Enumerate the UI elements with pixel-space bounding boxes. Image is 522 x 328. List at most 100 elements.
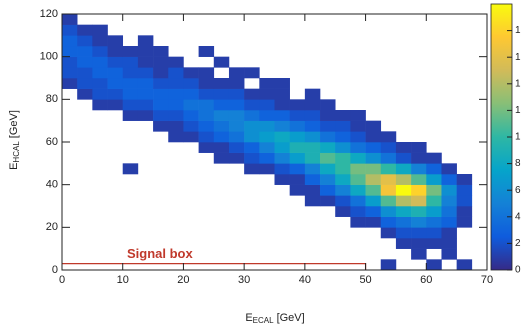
heatmap-cell xyxy=(350,163,366,175)
heatmap-cell xyxy=(320,99,336,111)
heatmap-cell xyxy=(456,259,473,271)
heatmap-cell xyxy=(107,78,124,89)
heatmap-cell xyxy=(395,184,412,196)
heatmap-cell xyxy=(380,206,397,217)
heatmap-cell xyxy=(228,78,245,89)
heatmap-cell xyxy=(168,131,184,143)
heatmap-cell xyxy=(274,78,290,89)
heatmap-cell xyxy=(122,56,139,68)
y-axis-title: EHCAL [GeV] xyxy=(8,110,21,170)
heatmap-cell xyxy=(365,152,382,164)
heatmap-cell xyxy=(228,142,245,153)
colorbar-tick-label: 1 xyxy=(515,105,521,116)
y-tick-label: 20 xyxy=(46,221,58,233)
heatmap-cell xyxy=(244,142,260,153)
heatmap-cell xyxy=(244,163,260,175)
heatmap-cell xyxy=(456,206,473,217)
heatmap-cell xyxy=(259,163,275,175)
heatmap-cell xyxy=(228,88,245,100)
heatmap-cell xyxy=(304,174,321,185)
heatmap-cell xyxy=(426,238,442,249)
heatmap-cell xyxy=(168,120,184,132)
heatmap-cell xyxy=(335,120,351,132)
heatmap-cell xyxy=(183,88,199,100)
heatmap-cell xyxy=(259,152,275,164)
heatmap-cell xyxy=(426,174,442,185)
colorbar-tick-label: 1 xyxy=(515,52,521,63)
heatmap-cell xyxy=(62,14,78,25)
heatmap-cell xyxy=(335,195,351,207)
heatmap-cell xyxy=(335,174,351,185)
heatmap-cell xyxy=(411,227,427,239)
heatmap-cell xyxy=(228,131,245,143)
heatmap-cell xyxy=(426,216,442,228)
y-tick-label: 60 xyxy=(46,136,58,148)
heatmap-cell xyxy=(198,78,215,89)
y-tick-label: 100 xyxy=(40,51,58,63)
heatmap-cell xyxy=(122,46,139,57)
heatmap-cell xyxy=(365,195,382,207)
heatmap-cell xyxy=(335,131,351,143)
heatmap-cell xyxy=(350,174,366,185)
heatmap-cell xyxy=(198,67,215,79)
heatmap-cell xyxy=(77,56,93,68)
heatmap-cell xyxy=(213,99,230,111)
colorbar-tick-label: 6 xyxy=(515,185,521,196)
x-tick-label: 40 xyxy=(299,274,311,286)
heatmap-cell xyxy=(137,67,154,79)
heatmap-cell xyxy=(77,46,93,57)
y-tick-label: 120 xyxy=(40,8,58,20)
heatmap-cell xyxy=(320,152,336,164)
heatmap-cell xyxy=(289,110,306,121)
heatmap-cell xyxy=(411,152,427,164)
heatmap-cell xyxy=(365,163,382,175)
heatmap-cell xyxy=(77,67,93,79)
y-tick-label: 40 xyxy=(46,179,58,191)
x-tick-label: 60 xyxy=(420,274,432,286)
heatmap-cell xyxy=(350,131,366,143)
x-tick-label: 0 xyxy=(59,274,65,286)
heatmap-cell xyxy=(320,142,336,153)
heatmap-cell xyxy=(153,46,169,57)
heatmap-cell xyxy=(274,152,290,164)
heatmap-cell xyxy=(228,67,245,79)
heatmap-cell xyxy=(122,163,139,175)
colorbar-tick-label: 4 xyxy=(515,211,521,222)
heatmap-cell xyxy=(274,174,290,185)
heatmap-cell xyxy=(456,184,473,196)
heatmap-cell xyxy=(320,120,336,132)
heatmap-cell xyxy=(198,110,215,121)
heatmap-cell xyxy=(395,216,412,228)
heatmap-cell xyxy=(198,46,215,57)
heatmap-cell xyxy=(350,195,366,207)
heatmap-cell xyxy=(350,152,366,164)
heatmap-cell xyxy=(107,56,124,68)
heatmap-cell xyxy=(228,120,245,132)
heatmap-cell xyxy=(213,152,230,164)
heatmap-cell xyxy=(92,88,108,100)
heatmap-cell xyxy=(183,110,199,121)
heatmap-cell xyxy=(456,174,473,185)
heatmap-cell xyxy=(62,78,78,89)
heatmap-cell xyxy=(426,152,442,164)
heatmap-cell xyxy=(274,99,290,111)
y-axis-symbol: E xyxy=(8,163,20,170)
heatmap-cell xyxy=(168,67,184,79)
colorbar-tick-label: 0 xyxy=(515,265,521,276)
x-tick-label: 50 xyxy=(359,274,371,286)
heatmap-cell xyxy=(153,110,169,121)
heatmap-cell xyxy=(304,99,321,111)
heatmap-cell xyxy=(411,238,427,249)
heatmap-cell xyxy=(456,195,473,207)
heatmap-cell xyxy=(289,184,306,196)
heatmap-cell xyxy=(122,67,139,79)
y-tick-label: 80 xyxy=(46,93,58,105)
colorbar-tick-label: 8 xyxy=(515,158,521,169)
heatmap-cell xyxy=(350,120,366,132)
heatmap-cell xyxy=(77,78,93,89)
heatmap-cell xyxy=(244,67,260,79)
heatmap-cell xyxy=(411,216,427,228)
heatmap-cell xyxy=(62,35,78,47)
heatmap-cell xyxy=(153,120,169,132)
heatmap-cell xyxy=(350,184,366,196)
